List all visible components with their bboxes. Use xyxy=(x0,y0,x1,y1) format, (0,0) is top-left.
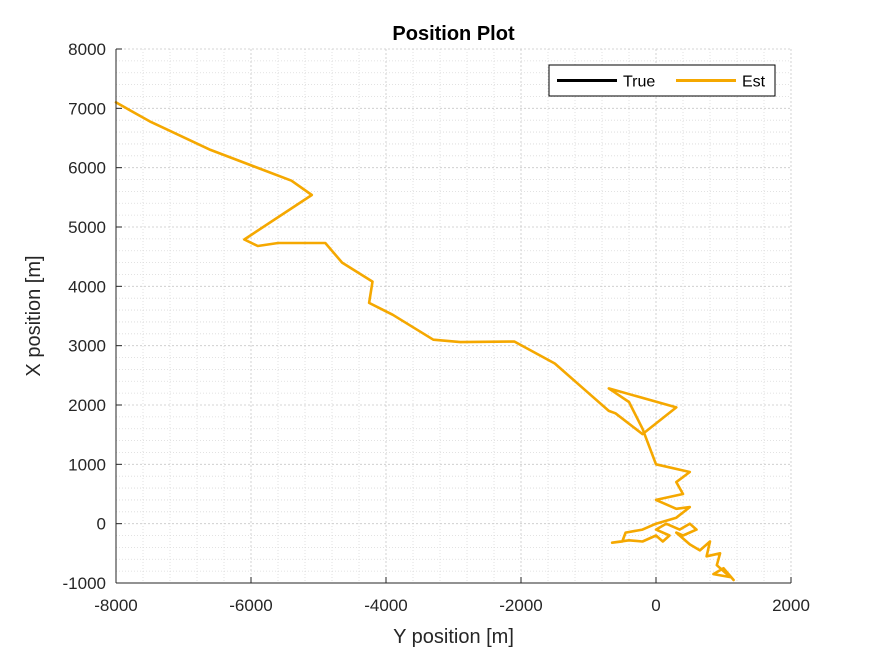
minor-grid xyxy=(116,49,791,583)
series-line-est xyxy=(114,101,735,582)
x-tick-label: -2000 xyxy=(499,596,542,615)
x-axis-label: Y position [m] xyxy=(393,626,514,648)
y-tick-label: 7000 xyxy=(68,99,106,118)
y-tick-label: 2000 xyxy=(68,396,106,415)
legend-label-true: True xyxy=(623,74,655,91)
legend-label-est: Est xyxy=(742,74,766,91)
y-tick-label: 4000 xyxy=(68,277,106,296)
x-axis-ticks: -8000 -6000 -4000 -2000 0 2000 xyxy=(94,577,810,615)
y-tick-label: 6000 xyxy=(68,159,106,178)
y-tick-label: 3000 xyxy=(68,337,106,356)
plot-area xyxy=(116,49,791,583)
y-axis-ticks: -1000 0 1000 2000 3000 4000 5000 6000 7000 8000 xyxy=(63,40,122,593)
chart-title: Position Plot xyxy=(392,23,515,45)
series-layer xyxy=(114,101,735,582)
axes-frame xyxy=(115,49,791,584)
x-tick-label: -4000 xyxy=(364,596,407,615)
x-tick-label: -8000 xyxy=(94,596,137,615)
x-tick-label: -6000 xyxy=(229,596,272,615)
x-tick-label: 0 xyxy=(651,596,660,615)
x-tick-label: 2000 xyxy=(772,596,810,615)
y-tick-label: 8000 xyxy=(68,40,106,59)
legend: True Est xyxy=(548,64,776,97)
y-tick-label: 0 xyxy=(97,515,106,534)
y-axis-label: X position [m] xyxy=(23,255,45,376)
y-tick-label: 5000 xyxy=(68,218,106,237)
y-tick-label: -1000 xyxy=(63,574,106,593)
y-tick-label: 1000 xyxy=(68,455,106,474)
